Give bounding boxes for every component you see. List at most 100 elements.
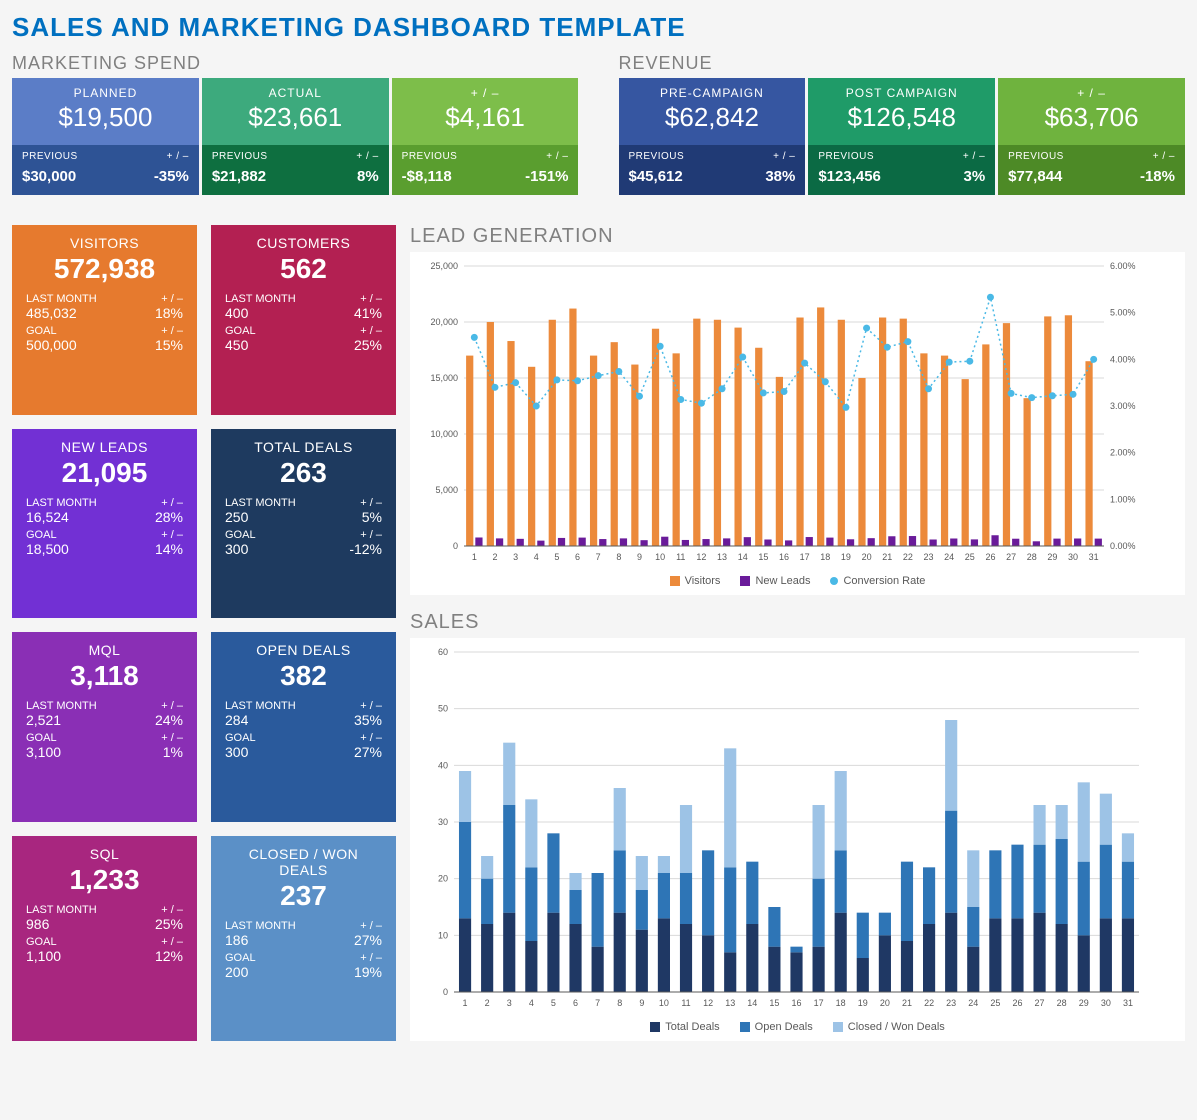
kpi-title: CUSTOMERS <box>225 235 382 251</box>
svg-text:14: 14 <box>738 552 748 562</box>
card-value: $126,548 <box>814 102 989 133</box>
main-content: VISITORS 572,938 LAST MONTH+ / – 485,032… <box>12 225 1185 1041</box>
svg-text:11: 11 <box>676 552 685 562</box>
svg-text:6.00%: 6.00% <box>1110 261 1136 271</box>
svg-text:13: 13 <box>725 998 735 1008</box>
svg-text:4: 4 <box>534 552 539 562</box>
svg-text:20: 20 <box>438 874 448 884</box>
card-value: $4,161 <box>398 102 573 133</box>
kpi-card: TOTAL DEALS 263 LAST MONTH+ / – 2505% GO… <box>211 429 396 619</box>
metric-card: + / – $4,161 PREVIOUS-$8,118 + / –-151% <box>392 78 579 195</box>
svg-text:27: 27 <box>1035 998 1045 1008</box>
card-label: PLANNED <box>18 86 193 100</box>
svg-text:30: 30 <box>438 817 448 827</box>
svg-text:60: 60 <box>438 647 448 657</box>
card-label: ACTUAL <box>208 86 383 100</box>
charts-column: LEAD GENERATION 05,00010,00015,00020,000… <box>410 225 1185 1041</box>
kpi-title: CLOSED / WON DEALS <box>225 846 382 878</box>
svg-text:25: 25 <box>990 998 1000 1008</box>
metric-card: PRE-CAMPAIGN $62,842 PREVIOUS$45,612 + /… <box>619 78 806 195</box>
kpi-value: 1,233 <box>26 864 183 896</box>
svg-text:25,000: 25,000 <box>430 261 458 271</box>
svg-text:1.00%: 1.00% <box>1110 494 1136 504</box>
svg-text:8: 8 <box>617 998 622 1008</box>
kpi-card: VISITORS 572,938 LAST MONTH+ / – 485,032… <box>12 225 197 415</box>
marketing-spend-section: MARKETING SPEND PLANNED $19,500 PREVIOUS… <box>12 53 579 195</box>
svg-text:26: 26 <box>985 552 995 562</box>
svg-text:5.00%: 5.00% <box>1110 308 1136 318</box>
svg-text:23: 23 <box>946 998 956 1008</box>
svg-text:1: 1 <box>472 552 477 562</box>
metric-card: POST CAMPAIGN $126,548 PREVIOUS$123,456 … <box>808 78 995 195</box>
svg-text:6: 6 <box>575 552 580 562</box>
svg-text:10: 10 <box>438 930 448 940</box>
svg-text:12: 12 <box>696 552 706 562</box>
svg-text:27: 27 <box>1006 552 1016 562</box>
svg-text:26: 26 <box>1012 998 1022 1008</box>
svg-text:19: 19 <box>841 552 851 562</box>
svg-text:1: 1 <box>463 998 468 1008</box>
svg-text:40: 40 <box>438 760 448 770</box>
svg-text:12: 12 <box>703 998 713 1008</box>
kpi-title: NEW LEADS <box>26 439 183 455</box>
svg-text:7: 7 <box>595 998 600 1008</box>
svg-text:2: 2 <box>492 552 497 562</box>
svg-text:9: 9 <box>639 998 644 1008</box>
revenue-section: REVENUE PRE-CAMPAIGN $62,842 PREVIOUS$45… <box>619 53 1186 195</box>
kpi-value: 382 <box>225 660 382 692</box>
svg-text:30: 30 <box>1068 552 1078 562</box>
card-value: $23,661 <box>208 102 383 133</box>
svg-text:3: 3 <box>513 552 518 562</box>
kpi-grid: VISITORS 572,938 LAST MONTH+ / – 485,032… <box>12 225 396 1041</box>
revenue-heading: REVENUE <box>619 53 1186 74</box>
svg-text:19: 19 <box>858 998 868 1008</box>
svg-text:17: 17 <box>800 552 810 562</box>
svg-text:21: 21 <box>882 552 892 562</box>
sales-chart: 0102030405060123456789101112131415161718… <box>410 638 1185 1041</box>
metric-card: ACTUAL $23,661 PREVIOUS$21,882 + / –8% <box>202 78 389 195</box>
kpi-card: CUSTOMERS 562 LAST MONTH+ / – 40041% GOA… <box>211 225 396 415</box>
card-value: $19,500 <box>18 102 193 133</box>
kpi-title: TOTAL DEALS <box>225 439 382 455</box>
svg-text:13: 13 <box>717 552 727 562</box>
svg-text:10: 10 <box>659 998 669 1008</box>
kpi-title: SQL <box>26 846 183 862</box>
svg-text:20: 20 <box>880 998 890 1008</box>
svg-text:31: 31 <box>1089 552 1099 562</box>
svg-text:18: 18 <box>836 998 846 1008</box>
card-label: + / – <box>1004 86 1179 100</box>
kpi-value: 3,118 <box>26 660 183 692</box>
svg-text:23: 23 <box>924 552 934 562</box>
lead-chart-legend: Visitors New Leads Conversion Rate <box>414 571 1181 591</box>
svg-text:30: 30 <box>1101 998 1111 1008</box>
metric-card: + / – $63,706 PREVIOUS$77,844 + / –-18% <box>998 78 1185 195</box>
svg-text:0.00%: 0.00% <box>1110 541 1136 551</box>
svg-text:24: 24 <box>968 998 978 1008</box>
top-metrics-row: MARKETING SPEND PLANNED $19,500 PREVIOUS… <box>12 53 1185 195</box>
lead-chart-title: LEAD GENERATION <box>410 225 1185 248</box>
svg-text:29: 29 <box>1079 998 1089 1008</box>
svg-text:2.00%: 2.00% <box>1110 448 1136 458</box>
svg-text:5: 5 <box>551 998 556 1008</box>
svg-text:14: 14 <box>747 998 757 1008</box>
kpi-value: 263 <box>225 457 382 489</box>
kpi-card: NEW LEADS 21,095 LAST MONTH+ / – 16,5242… <box>12 429 197 619</box>
svg-text:50: 50 <box>438 704 448 714</box>
lead-chart: 05,00010,00015,00020,00025,0000.00%1.00%… <box>410 252 1185 595</box>
kpi-card: OPEN DEALS 382 LAST MONTH+ / – 28435% GO… <box>211 632 396 822</box>
card-label: + / – <box>398 86 573 100</box>
svg-text:15,000: 15,000 <box>430 373 458 383</box>
svg-text:31: 31 <box>1123 998 1133 1008</box>
svg-text:4.00%: 4.00% <box>1110 354 1136 364</box>
svg-text:17: 17 <box>814 998 824 1008</box>
svg-text:0: 0 <box>453 541 458 551</box>
kpi-value: 562 <box>225 253 382 285</box>
svg-text:16: 16 <box>779 552 789 562</box>
svg-text:15: 15 <box>758 552 768 562</box>
svg-text:10: 10 <box>655 552 665 562</box>
kpi-value: 21,095 <box>26 457 183 489</box>
svg-text:7: 7 <box>596 552 601 562</box>
kpi-card: MQL 3,118 LAST MONTH+ / – 2,52124% GOAL+… <box>12 632 197 822</box>
metric-card: PLANNED $19,500 PREVIOUS$30,000 + / –-35… <box>12 78 199 195</box>
kpi-title: MQL <box>26 642 183 658</box>
